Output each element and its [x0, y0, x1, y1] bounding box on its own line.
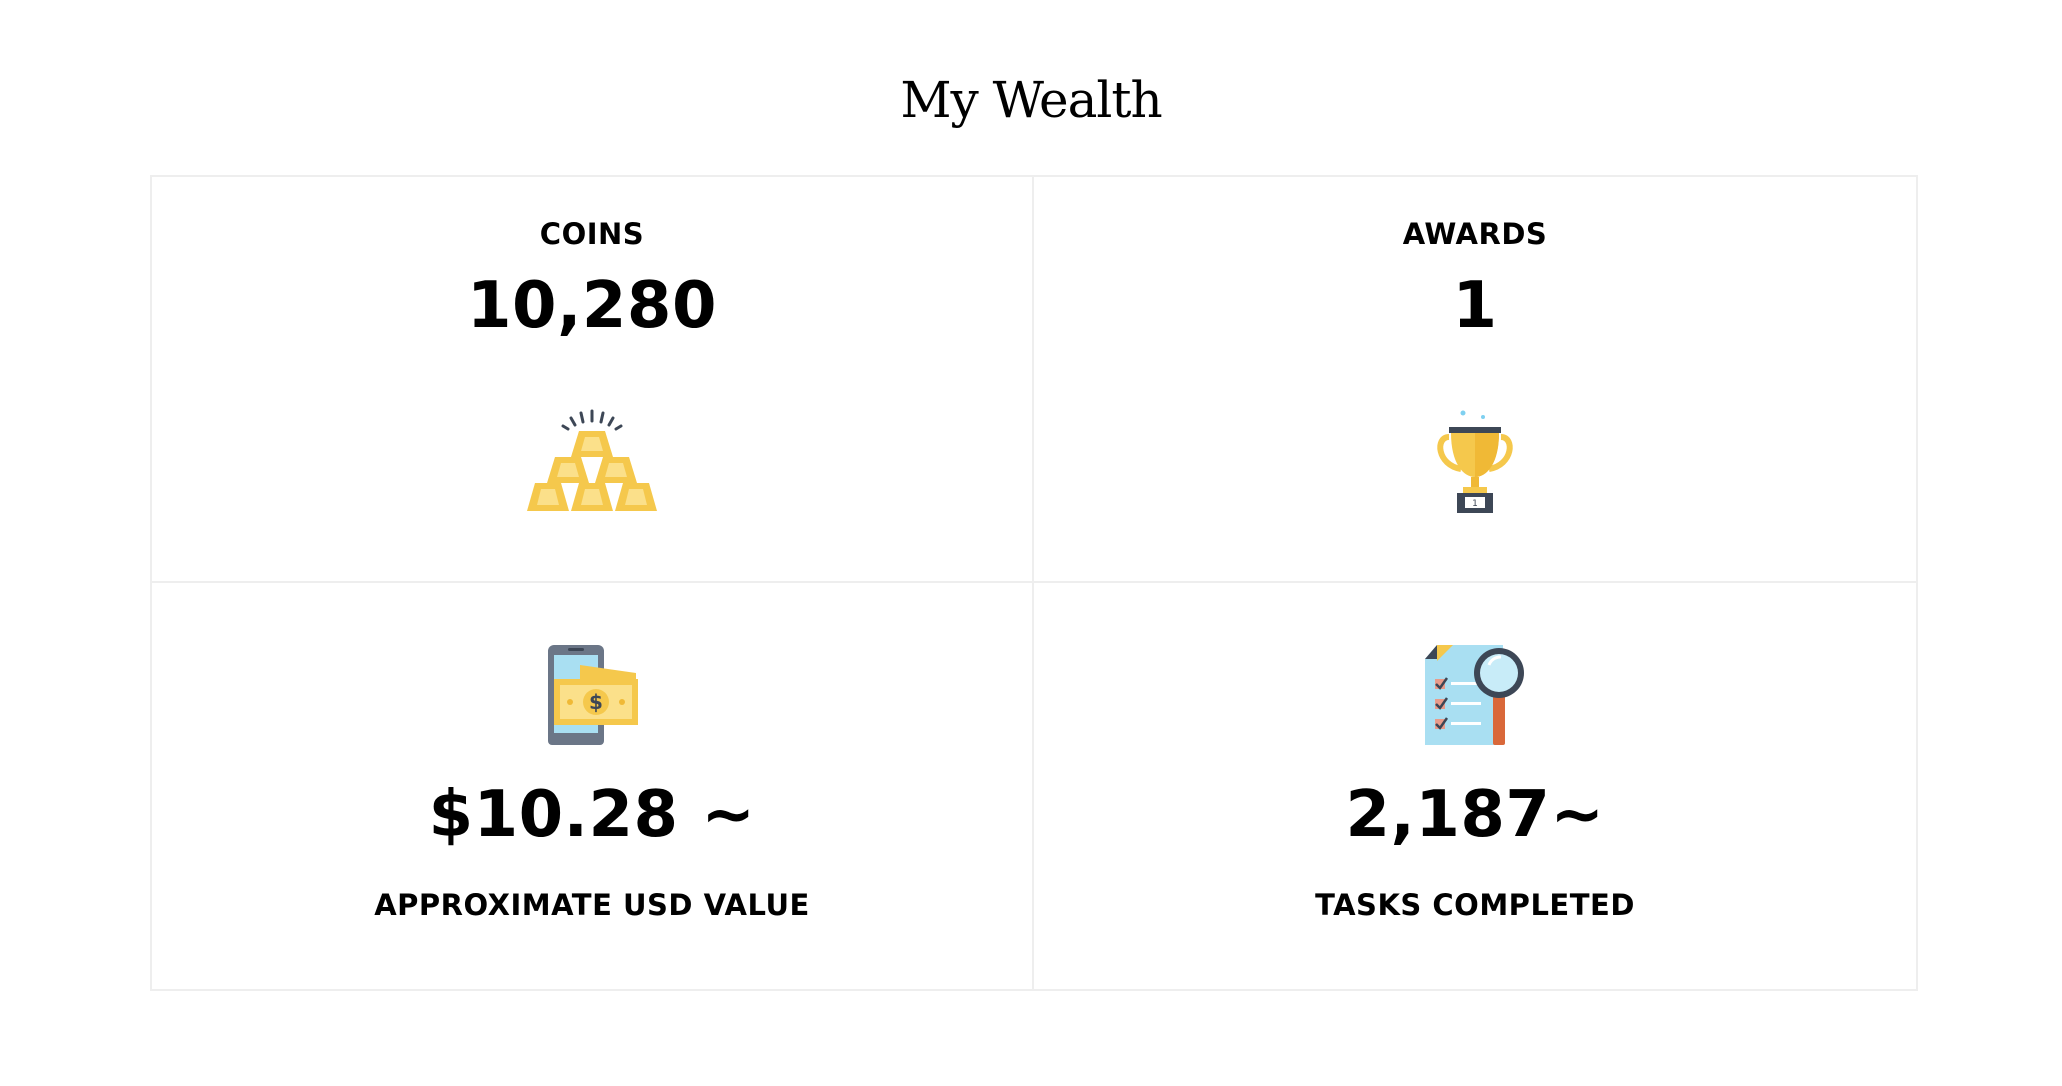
phone-money-icon: $ — [548, 645, 638, 745]
usd-value: $10.28 ~ — [428, 778, 756, 852]
bill-dollar-sign: $ — [589, 690, 603, 714]
awards-value: 1 — [1452, 269, 1498, 343]
awards-label: AWARDS — [1402, 217, 1548, 251]
coins-label: COINS — [539, 217, 645, 251]
tasks-card: 2,187~ TASKS COMPLETED — [1034, 583, 1916, 989]
awards-card: AWARDS 1 1 — [1034, 177, 1916, 583]
tasks-label: TASKS COMPLETED — [1315, 888, 1635, 922]
trophy-plate-text: 1 — [1472, 499, 1478, 509]
checklist-search-icon — [1425, 645, 1524, 745]
trophy-icon: 1 — [1437, 410, 1513, 513]
coins-value: 10,280 — [467, 269, 717, 343]
gold-bars-icon — [527, 409, 657, 511]
coins-card: COINS 10,280 — [152, 177, 1034, 583]
usd-value-card: $ $10.28 ~ APPROXIMATE USD VALUE — [152, 583, 1034, 989]
wealth-stats-grid: COINS 10,280 — [150, 175, 1918, 991]
usd-value-label: APPROXIMATE USD VALUE — [374, 888, 810, 922]
tasks-value: 2,187~ — [1345, 778, 1605, 852]
page-title: My Wealth — [900, 71, 1162, 129]
